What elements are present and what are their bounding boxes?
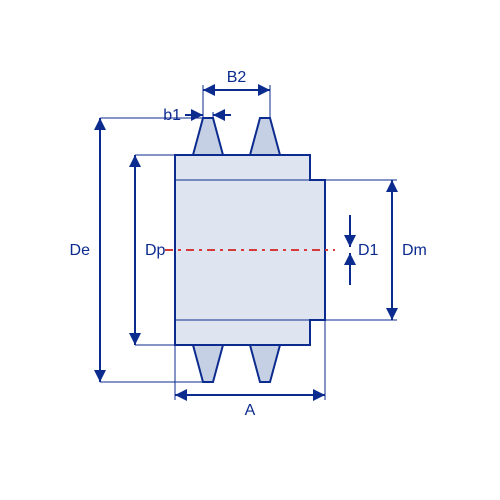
label-B2: B2: [227, 69, 247, 86]
label-D1: D1: [358, 242, 379, 259]
sprocket-tooth: [193, 118, 223, 155]
label-b1: b1: [163, 107, 181, 124]
label-Dm: Dm: [402, 242, 427, 259]
label-De: De: [70, 242, 91, 259]
sprocket-diagram: De Dp Dm D1 A B2 b1: [0, 0, 500, 500]
sprocket-tooth: [250, 345, 280, 382]
label-A: A: [245, 402, 256, 419]
label-Dp: Dp: [145, 242, 166, 259]
sprocket-tooth: [250, 118, 280, 155]
sprocket-tooth: [193, 345, 223, 382]
